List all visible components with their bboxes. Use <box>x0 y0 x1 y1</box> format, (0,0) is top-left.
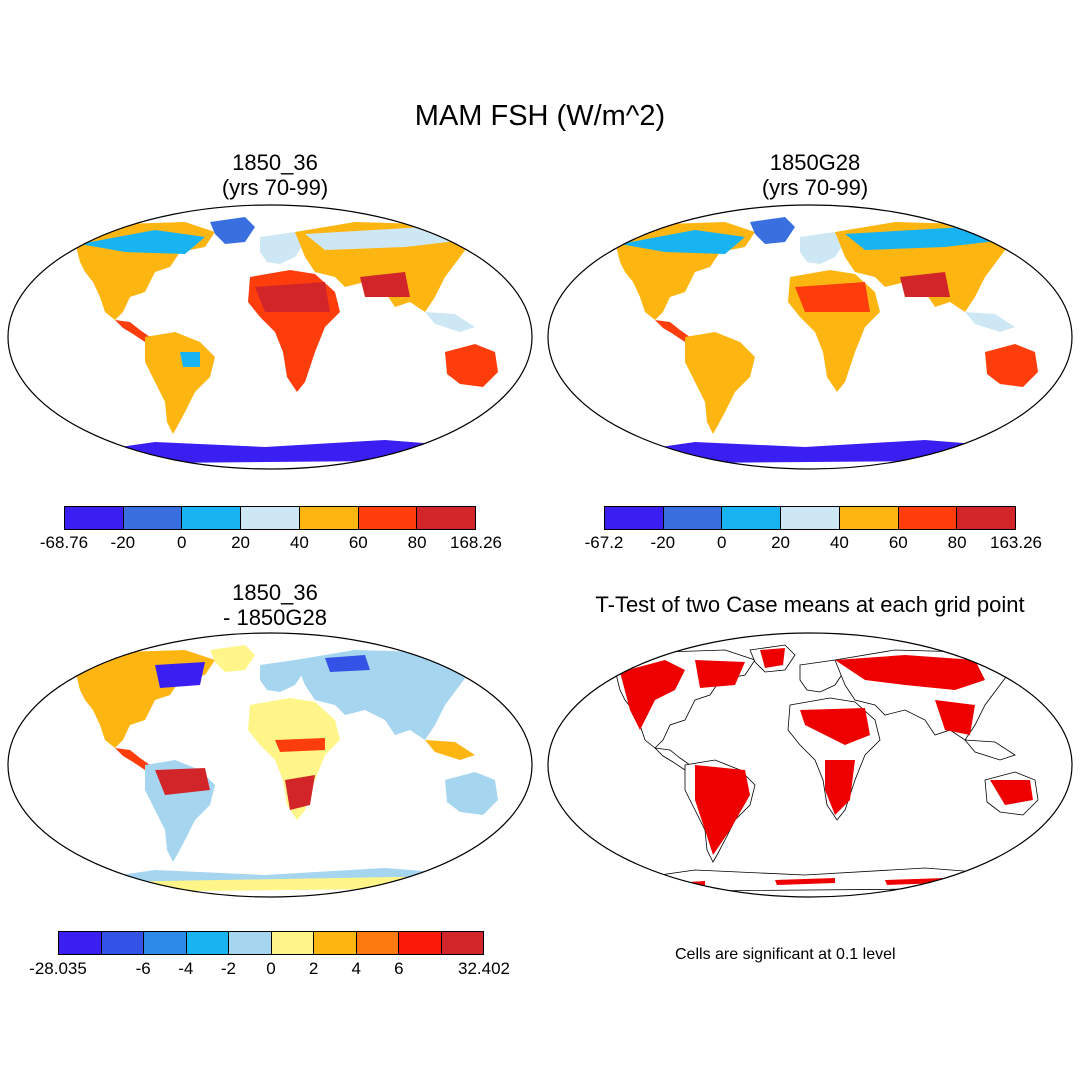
map-1850g28 <box>547 204 1073 470</box>
colorbar-cell <box>898 507 958 529</box>
colorbar-cell <box>722 507 782 529</box>
figure-title: MAM FSH (W/m^2) <box>414 100 666 132</box>
colorbar-cell <box>356 932 399 954</box>
colorbar-tick-label: 2 <box>308 959 319 978</box>
colorbar-cell <box>781 507 840 529</box>
colorbar-tick-label: 4 <box>351 959 361 978</box>
colorbar-cell <box>144 932 187 954</box>
panel-title-1850-36: 1850_36 (yrs 70-99) <box>130 150 420 200</box>
panel-title-line2: (yrs 70-99) <box>761 175 869 200</box>
colorbar-tick-label: -28.035 <box>29 959 87 978</box>
colorbar-tick-label: 168.26 <box>450 533 502 552</box>
colorbar-tick-label: 60 <box>348 533 368 552</box>
colorbar-tick-label: -68.76 <box>39 533 89 552</box>
colorbar-cell <box>314 932 357 954</box>
colorbar-tick-label: -2 <box>220 959 236 978</box>
colorbar-cell <box>186 932 229 954</box>
colorbar-1850g28 <box>604 506 1016 530</box>
colorbar-tick-label: 0 <box>716 533 727 552</box>
colorbar-tick-label: 20 <box>771 533 791 552</box>
panel-title-line1: 1850_36 <box>232 580 318 605</box>
panel-title-ttest: T-Test of two Case means at each grid po… <box>560 592 1060 617</box>
colorbar-tick-label: 163.26 <box>990 533 1042 552</box>
colorbar-cell <box>182 507 242 529</box>
colorbar-tick-label: 32.402 <box>458 959 510 978</box>
colorbar-cell <box>839 507 899 529</box>
colorbar-cell <box>123 507 183 529</box>
panel-title-line2: (yrs 70-99) <box>221 175 329 200</box>
colorbar-tick-label: -6 <box>135 959 151 978</box>
colorbar-cell <box>299 507 359 529</box>
colorbar-cell <box>663 507 723 529</box>
map-1850-36 <box>7 204 533 470</box>
significance-note: Cells are significant at 0.1 level <box>675 946 896 963</box>
colorbar-tick-label: -20 <box>650 533 676 552</box>
colorbar-cell <box>358 507 418 529</box>
colorbar-tick-label: -20 <box>110 533 136 552</box>
colorbar-tick-label: 40 <box>829 533 849 552</box>
colorbar-tick-label: 6 <box>394 959 404 978</box>
colorbar-cell <box>229 932 272 954</box>
colorbar-cell <box>241 507 300 529</box>
colorbar-tick-label: -4 <box>178 959 194 978</box>
map-difference <box>7 632 533 898</box>
colorbar-cell <box>399 932 442 954</box>
colorbar-tick-label: 40 <box>289 533 309 552</box>
panel-title-line1: 1850G28 <box>769 150 861 175</box>
colorbar-cell <box>65 507 124 529</box>
map-ttest <box>547 632 1073 898</box>
colorbar-cell <box>59 932 102 954</box>
panel-title-1850g28: 1850G28 (yrs 70-99) <box>670 150 960 200</box>
colorbar-1850-36 <box>64 506 476 530</box>
colorbar-tick-label: 80 <box>407 533 427 552</box>
colorbar-tick-label: 80 <box>947 533 967 552</box>
panel-title-difference: 1850_36 - 1850G28 <box>130 580 420 630</box>
colorbar-difference <box>58 931 484 955</box>
colorbar-tick-label: -67.2 <box>584 533 624 552</box>
panel-title-line1: T-Test of two Case means at each grid po… <box>595 592 1025 617</box>
colorbar-cell <box>441 932 483 954</box>
colorbar-tick-label: 0 <box>266 959 276 978</box>
colorbar-cell <box>101 932 144 954</box>
colorbar-cell <box>417 507 476 529</box>
colorbar-cell <box>957 507 1016 529</box>
colorbar-cell <box>271 932 314 954</box>
panel-title-line1: 1850_36 <box>232 150 318 175</box>
colorbar-cell <box>605 507 664 529</box>
colorbar-tick-label: 20 <box>231 533 251 552</box>
colorbar-tick-label: 0 <box>176 533 187 552</box>
colorbar-tick-label: 60 <box>888 533 908 552</box>
panel-title-line2: - 1850G28 <box>223 605 327 630</box>
